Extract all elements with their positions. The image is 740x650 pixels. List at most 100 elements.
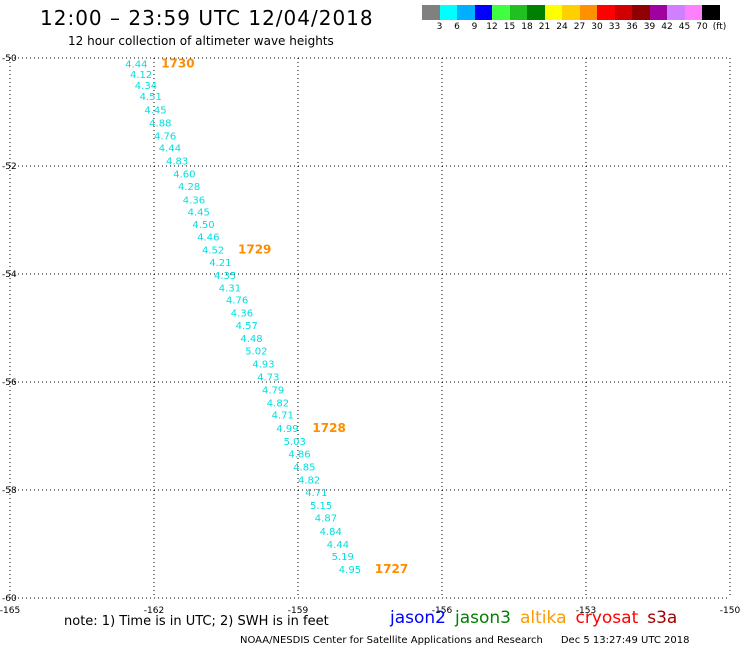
color-swatch bbox=[422, 5, 440, 20]
color-swatch bbox=[457, 5, 475, 20]
color-scale-tick-label: 9 bbox=[471, 22, 478, 32]
color-scale-tick-label: 18 bbox=[521, 22, 533, 32]
color-swatch bbox=[667, 5, 685, 20]
color-scale-tick-label: 70 bbox=[696, 22, 708, 32]
satellite-legend-altika: altika bbox=[520, 608, 567, 628]
color-scale-tick-label: 12 bbox=[486, 22, 498, 32]
satellite-legend-cryosat: cryosat bbox=[575, 608, 639, 628]
wave-height-point: 4.76 bbox=[154, 132, 176, 143]
wave-height-point: 4.71 bbox=[305, 488, 327, 499]
wave-height-point: 4.60 bbox=[173, 169, 195, 180]
wave-height-point: 4.36 bbox=[231, 309, 253, 320]
wave-height-point: 4.82 bbox=[267, 398, 289, 409]
color-scale-tick-label: (ft) bbox=[712, 22, 727, 32]
wave-height-point: 4.46 bbox=[197, 233, 219, 244]
y-tick-label: -60 bbox=[2, 594, 17, 604]
time-annotation: 1727 bbox=[375, 562, 408, 576]
generated-timestamp: Dec 5 13:27:49 UTC 2018 bbox=[560, 635, 690, 646]
color-swatch bbox=[492, 5, 510, 20]
x-tick-label: -165 bbox=[0, 606, 20, 616]
time-annotation: 1728 bbox=[312, 421, 345, 435]
wave-height-point: 4.12 bbox=[130, 70, 152, 81]
color-swatch bbox=[649, 5, 667, 20]
wave-height-point: 4.84 bbox=[320, 527, 342, 538]
color-scale-tick-label: 39 bbox=[643, 22, 656, 32]
satellite-legend-jason2: jason2 bbox=[390, 608, 446, 628]
wave-height-point: 4.73 bbox=[257, 372, 279, 383]
wave-height-point: 4.48 bbox=[240, 334, 262, 345]
wave-height-point: 4.52 bbox=[202, 245, 224, 256]
satellite-legend-jason3: jason3 bbox=[455, 608, 511, 628]
wave-height-point: 4.44 bbox=[327, 540, 349, 551]
color-scale-tick-label: 45 bbox=[678, 22, 691, 32]
x-tick-label: -153 bbox=[576, 606, 596, 616]
wave-height-point: 4.83 bbox=[166, 156, 188, 167]
satellite-legend-s3a: s3a bbox=[647, 608, 678, 628]
color-swatch bbox=[509, 5, 527, 20]
wave-height-point: 4.35 bbox=[214, 271, 236, 282]
color-swatch bbox=[562, 5, 580, 20]
y-tick-label: -50 bbox=[2, 54, 17, 64]
color-scale-tick-label: 33 bbox=[608, 22, 621, 32]
color-scale-tick-label: 6 bbox=[454, 22, 460, 32]
credit-line: NOAA/NESDIS Center for Satellite Applica… bbox=[240, 635, 689, 646]
credit-text: NOAA/NESDIS Center for Satellite Applica… bbox=[240, 635, 543, 646]
color-swatch bbox=[702, 5, 720, 20]
wave-height-point: 5.02 bbox=[245, 346, 267, 357]
y-tick-label: -52 bbox=[2, 162, 17, 172]
color-scale-tick-label: 42 bbox=[661, 22, 673, 32]
color-scale-tick-label: 15 bbox=[503, 22, 516, 32]
x-tick-label: -162 bbox=[144, 606, 164, 616]
wave-height-point: 4.71 bbox=[272, 411, 294, 422]
wave-height-point: 4.88 bbox=[149, 119, 171, 130]
wave-height-point: 4.50 bbox=[192, 220, 214, 231]
wave-height-point: 4.79 bbox=[262, 385, 284, 396]
wave-height-point: 4.45 bbox=[188, 208, 210, 219]
wave-height-point: 4.87 bbox=[315, 513, 337, 524]
wave-height-point: 4.45 bbox=[144, 106, 166, 117]
y-tick-label: -54 bbox=[2, 270, 17, 280]
wave-height-point: 5.15 bbox=[310, 501, 332, 512]
page-title: 12:00 – 23:59 UTC 12/04/2018 bbox=[40, 6, 374, 30]
wave-height-point: 5.19 bbox=[332, 552, 354, 563]
wave-height-point: 4.21 bbox=[209, 258, 231, 269]
wave-height-point: 4.85 bbox=[293, 463, 315, 474]
y-tick-label: -56 bbox=[2, 378, 17, 388]
wave-height-point: 4.57 bbox=[236, 321, 258, 332]
wave-height-point: 4.82 bbox=[298, 476, 320, 487]
color-swatch bbox=[474, 5, 492, 20]
x-tick-label: -150 bbox=[720, 606, 740, 616]
color-scale-tick-label: 24 bbox=[556, 22, 568, 32]
wave-height-point: 4.28 bbox=[178, 182, 200, 193]
wave-height-point: 4.99 bbox=[276, 424, 298, 435]
page-subtitle: 12 hour collection of altimeter wave hei… bbox=[68, 34, 334, 48]
x-tick-label: -156 bbox=[432, 606, 453, 616]
satellite-legend: jason2 jason3 altika cryosat s3a bbox=[390, 608, 686, 628]
wave-height-point: 4.93 bbox=[252, 359, 274, 370]
color-swatch bbox=[632, 5, 650, 20]
wave-height-point: 5.03 bbox=[284, 437, 306, 448]
wave-height-point: 4.95 bbox=[339, 565, 361, 576]
color-scale-tick-label: 27 bbox=[573, 22, 586, 32]
time-annotation: 1730 bbox=[161, 57, 194, 71]
wave-height-point: 4.44 bbox=[159, 143, 181, 154]
color-scale-tick-label: 3 bbox=[436, 22, 443, 32]
color-swatch bbox=[544, 5, 562, 20]
color-swatch bbox=[439, 5, 457, 20]
wave-height-point: 4.76 bbox=[226, 296, 248, 307]
footer-note: note: 1) Time is in UTC; 2) SWH is in fe… bbox=[64, 614, 329, 629]
color-scale-tick-label: 36 bbox=[626, 22, 638, 32]
wave-height-point: 4.44 bbox=[125, 60, 147, 71]
color-swatch bbox=[527, 5, 545, 20]
wave-height-point: 4.86 bbox=[288, 450, 310, 461]
wave-height-point: 4.34 bbox=[135, 81, 157, 92]
time-annotation: 1729 bbox=[238, 242, 271, 256]
color-swatch bbox=[684, 5, 702, 20]
color-scale-bar bbox=[422, 5, 720, 20]
color-scale-tick-label: 30 bbox=[591, 22, 603, 32]
x-tick-label: -159 bbox=[288, 606, 309, 616]
color-scale-tick-label: 21 bbox=[538, 22, 551, 32]
color-swatch bbox=[597, 5, 615, 20]
wave-height-point: 4.36 bbox=[183, 195, 205, 206]
